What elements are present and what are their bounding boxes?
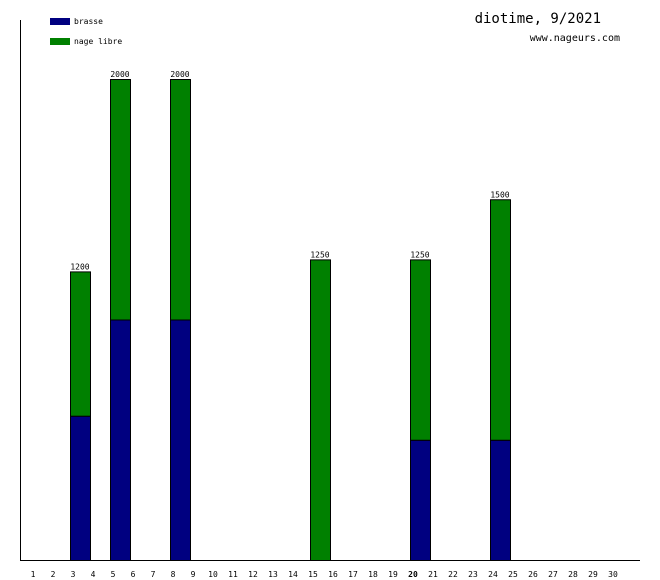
total-label-day-15: 1250 xyxy=(310,250,329,259)
legend: brasse nage libre xyxy=(50,17,122,46)
bar-nage-libre-day-5 xyxy=(110,79,131,321)
x-tick-label: 26 xyxy=(528,570,538,579)
x-tick-label: 27 xyxy=(548,570,558,579)
legend-label: nage libre xyxy=(74,37,122,46)
x-tick-label: 3 xyxy=(71,570,76,579)
x-tick-label: 28 xyxy=(568,570,578,579)
x-tick-label: 2 xyxy=(51,570,56,579)
x-tick-label: 25 xyxy=(508,570,518,579)
x-tick-label: 9 xyxy=(191,570,196,579)
x-tick-label: 22 xyxy=(448,570,458,579)
x-tick-label: 18 xyxy=(368,570,378,579)
x-tick-label: 17 xyxy=(348,570,358,579)
x-tick-label: 5 xyxy=(111,570,116,579)
x-tick-label: 8 xyxy=(171,570,176,579)
chart-subtitle: www.nageurs.com xyxy=(530,33,620,44)
x-tick-label: 1 xyxy=(31,570,36,579)
bar-nage-libre-day-24 xyxy=(490,199,511,441)
legend-label: brasse xyxy=(74,17,103,26)
x-tick-label: 7 xyxy=(151,570,156,579)
x-tick-label: 30 xyxy=(608,570,618,579)
x-tick-label: 20 xyxy=(408,570,418,579)
x-tick-label: 4 xyxy=(91,570,96,579)
x-tick-label: 11 xyxy=(228,570,238,579)
total-label-day-8: 2000 xyxy=(170,70,189,79)
total-label-day-24: 1500 xyxy=(490,190,509,199)
x-tick-label: 23 xyxy=(468,570,478,579)
bar-nage-libre-day-20 xyxy=(410,259,431,441)
total-label-day-20: 1250 xyxy=(410,250,429,259)
x-tick-label: 24 xyxy=(488,570,498,579)
x-tick-label: 12 xyxy=(248,570,258,579)
x-tick-label: 14 xyxy=(288,570,298,579)
x-tick-label: 6 xyxy=(131,570,136,579)
bar-brasse-day-5 xyxy=(110,319,131,561)
x-tick-label: 29 xyxy=(588,570,598,579)
total-label-day-3: 1200 xyxy=(70,262,89,271)
bar-nage-libre-day-3 xyxy=(70,271,91,417)
legend-swatch-0 xyxy=(50,18,70,25)
legend-swatch-1 xyxy=(50,38,70,45)
bar-brasse-day-3 xyxy=(70,415,91,562)
x-tick-label: 19 xyxy=(388,570,398,579)
x-tick-label: 10 xyxy=(208,570,218,579)
x-tick-label: 13 xyxy=(268,570,278,579)
x-tick-label: 16 xyxy=(328,570,338,579)
bar-brasse-day-20 xyxy=(410,439,431,561)
total-label-day-5: 2000 xyxy=(110,70,129,79)
bar-brasse-day-24 xyxy=(490,439,511,561)
bar-nage-libre-day-8 xyxy=(170,79,191,321)
x-tick-label: 21 xyxy=(428,570,438,579)
bar-nage-libre-day-15 xyxy=(310,259,331,561)
chart-title: diotime, 9/2021 xyxy=(475,11,601,27)
bar-brasse-day-8 xyxy=(170,319,191,561)
x-tick-label: 15 xyxy=(308,570,318,579)
